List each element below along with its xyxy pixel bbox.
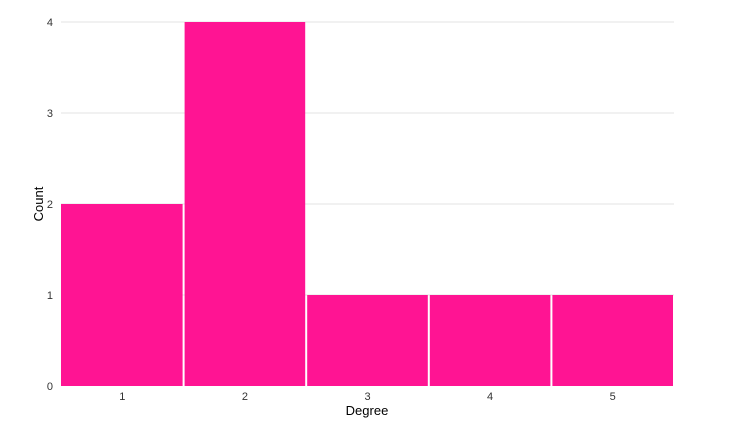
bars [61, 22, 673, 386]
bar-3 [307, 295, 428, 386]
x-tick-label: 1 [119, 391, 125, 403]
x-tick-label: 3 [364, 391, 370, 403]
x-tick-label: 5 [610, 391, 616, 403]
bar-5 [552, 295, 673, 386]
bar-2 [184, 22, 306, 386]
x-tick-label: 4 [487, 391, 493, 403]
y-tick-label: 3 [47, 108, 53, 120]
x-tick-label: 2 [242, 391, 248, 403]
y-tick-label: 4 [47, 17, 53, 29]
bar-1 [61, 204, 183, 386]
x-axis-ticks: 1 2 3 4 5 [119, 391, 616, 403]
y-tick-label: 1 [47, 290, 53, 302]
y-axis-ticks: 0 1 2 3 4 [47, 17, 53, 393]
y-tick-label: 2 [47, 199, 53, 211]
bar-4 [429, 295, 551, 386]
y-axis-title: Count [31, 186, 46, 221]
x-axis-title: Degree [346, 403, 389, 418]
y-tick-label: 0 [47, 381, 53, 393]
